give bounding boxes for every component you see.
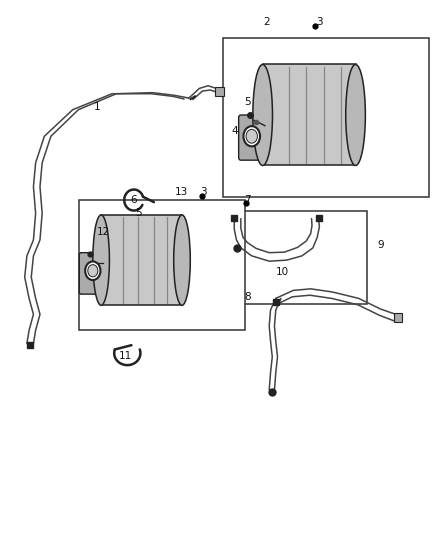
Ellipse shape [244, 126, 260, 147]
Text: 10: 10 [276, 267, 289, 277]
Text: 1: 1 [93, 102, 100, 112]
FancyBboxPatch shape [215, 87, 224, 96]
Ellipse shape [253, 64, 272, 165]
Ellipse shape [174, 215, 190, 305]
Text: 4: 4 [231, 126, 237, 136]
Text: 9: 9 [377, 240, 384, 250]
Ellipse shape [85, 262, 100, 280]
Text: 13: 13 [175, 187, 188, 197]
Text: 3: 3 [316, 17, 323, 27]
Bar [263, 64, 356, 165]
FancyBboxPatch shape [79, 253, 105, 294]
Ellipse shape [93, 215, 110, 305]
Text: 5: 5 [135, 208, 141, 219]
Text: 11: 11 [119, 351, 132, 361]
Ellipse shape [246, 130, 258, 143]
Text: 8: 8 [244, 292, 251, 302]
Text: 3: 3 [201, 187, 207, 197]
Bar [394, 313, 403, 322]
Ellipse shape [88, 265, 98, 277]
Bar [223, 38, 428, 197]
Bar [79, 200, 245, 330]
Text: 6: 6 [131, 195, 137, 205]
Bar [223, 211, 367, 304]
Text: 2: 2 [264, 17, 270, 27]
Text: 7: 7 [244, 195, 251, 205]
Ellipse shape [346, 64, 365, 165]
Text: 5: 5 [244, 96, 251, 107]
Bar [101, 215, 182, 305]
FancyBboxPatch shape [239, 115, 267, 160]
Text: 12: 12 [97, 227, 110, 237]
